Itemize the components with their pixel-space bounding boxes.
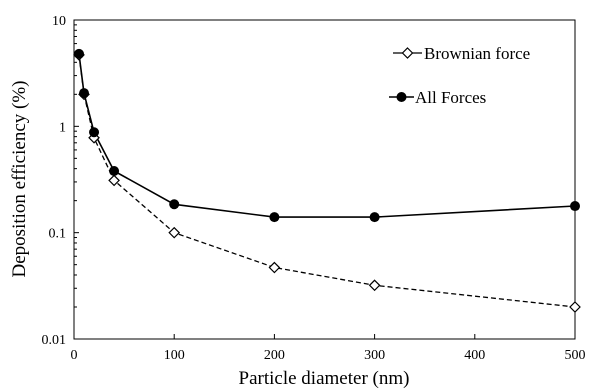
x-tick-label: 500 (565, 348, 586, 363)
data-point-circle (109, 166, 120, 177)
series-line-1 (78, 53, 576, 218)
x-tick-label: 0 (71, 348, 78, 363)
x-tick-label: 100 (164, 348, 185, 363)
legend-entry-brownian: Brownian force (393, 44, 530, 63)
data-point-circle (89, 127, 100, 138)
legend-label-all-forces: All Forces (415, 88, 486, 107)
data-point-diamond (168, 226, 181, 239)
x-axis-ticks: 0 100 200 300 400 500 (71, 334, 586, 363)
legend-label-brownian: Brownian force (424, 44, 530, 63)
y-tick-label: 0.1 (49, 227, 67, 242)
x-axis-title: Particle diameter (nm) (239, 368, 410, 389)
data-point-diamond (368, 279, 381, 292)
series-line-0 (78, 54, 576, 308)
series-layer (73, 48, 581, 313)
y-tick-label: 0.01 (42, 333, 67, 348)
data-point-circle (169, 199, 180, 210)
y-axis-ticks: 0.01 0.1 1 10 (42, 14, 79, 348)
legend-marker-circle (396, 92, 407, 102)
y-tick-label: 10 (52, 14, 66, 29)
data-point-circle (570, 201, 580, 212)
plot-frame (73, 19, 576, 340)
x-tick-label: 200 (264, 348, 285, 363)
y-axis-title: Deposition efficiency (%) (9, 81, 30, 278)
data-point-circle (79, 88, 90, 99)
data-point-circle (74, 48, 85, 59)
x-tick-label: 300 (364, 348, 385, 363)
legend-marker-diamond (401, 47, 414, 59)
data-point-diamond (268, 261, 281, 274)
data-point-diamond (88, 131, 100, 144)
data-point-circle (269, 212, 280, 223)
legend-entry-all-forces: All Forces (389, 88, 486, 107)
data-point-diamond (569, 301, 581, 313)
x-tick-label: 400 (464, 348, 485, 363)
data-point-diamond (108, 174, 120, 187)
data-point-circle (369, 212, 380, 223)
legend: Brownian force All Forces (389, 44, 530, 107)
y-tick-label: 1 (59, 120, 66, 135)
